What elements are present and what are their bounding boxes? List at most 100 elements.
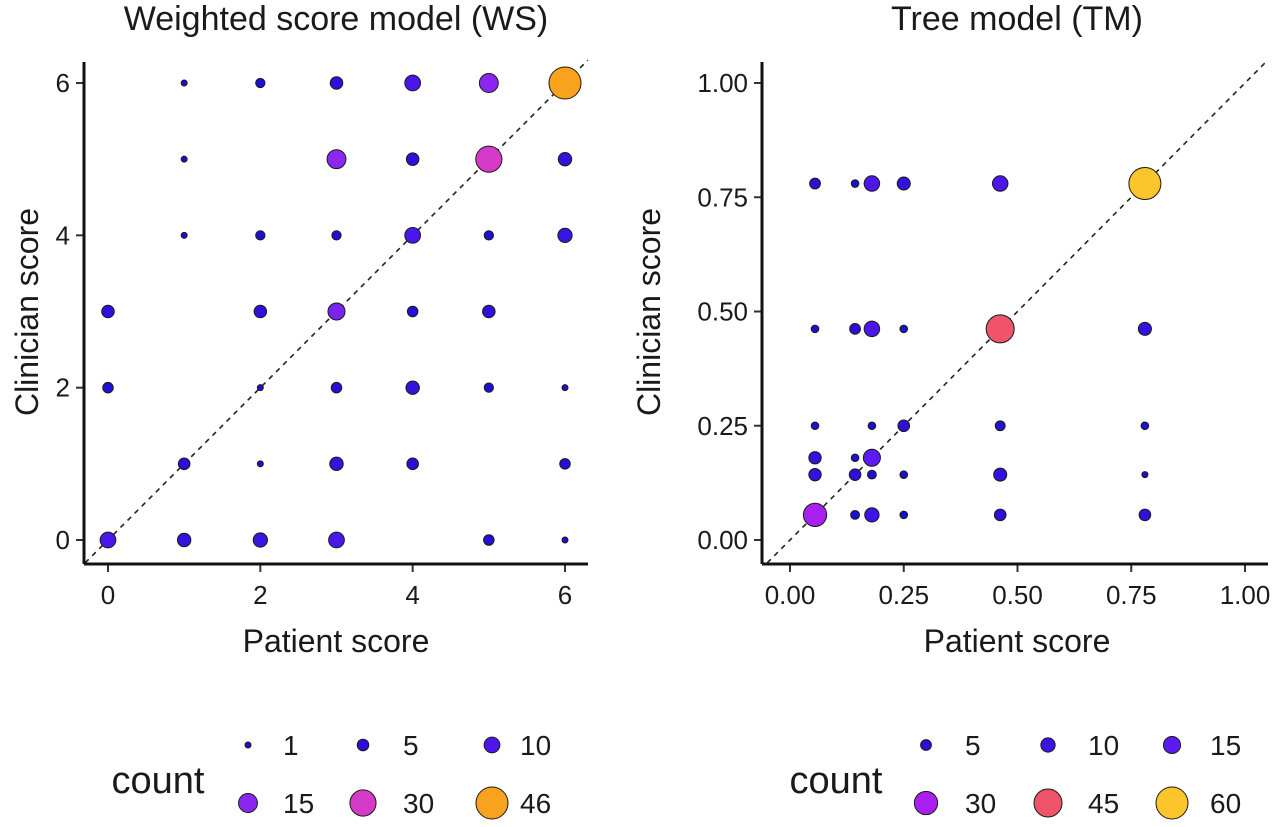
axes-layer	[760, 62, 1268, 566]
data-point	[252, 532, 268, 548]
data-point	[483, 534, 495, 546]
y-axis-title: Clinician score	[9, 208, 45, 416]
data-point	[253, 304, 268, 319]
data-point	[405, 380, 420, 395]
data-point	[848, 468, 862, 481]
data-point	[406, 457, 419, 471]
x-tick-label: 0.00	[765, 580, 816, 610]
data-point	[330, 381, 343, 394]
legend-key	[913, 790, 939, 816]
data-point	[483, 382, 494, 393]
legend: 5 10 15 30 45 60	[913, 730, 1241, 820]
data-point	[991, 175, 1009, 192]
legend-label: 5	[403, 730, 419, 761]
data-point	[483, 230, 494, 241]
data-point	[99, 531, 117, 549]
data-point	[850, 179, 860, 188]
legend-key	[483, 736, 501, 754]
panel-tm: Tree model (TM) Patient score Clinician …	[631, 0, 1270, 820]
y-tick-label: 2	[56, 373, 70, 403]
points-layer	[99, 66, 582, 549]
points-layer	[802, 167, 1162, 527]
legend-label: 30	[403, 788, 434, 819]
x-tick-label: 0.75	[1106, 580, 1157, 610]
data-point	[897, 419, 911, 433]
y-tick-label: 0	[56, 525, 70, 555]
data-point	[1137, 321, 1152, 336]
data-point	[180, 155, 188, 163]
legend-label: 10	[1088, 730, 1119, 761]
data-point	[255, 230, 266, 241]
legend-key	[1162, 735, 1182, 755]
y-tick-label: 0.75	[697, 182, 748, 212]
data-point	[101, 304, 115, 319]
x-tick-label: 1.00	[1220, 580, 1271, 610]
data-point	[994, 420, 1006, 432]
data-point	[866, 469, 877, 480]
data-point	[478, 73, 499, 93]
y-tick-label: 0.25	[697, 411, 748, 441]
data-point	[863, 320, 881, 338]
axes-layer	[82, 62, 588, 566]
reference-line-layer	[84, 59, 589, 564]
data-point	[850, 509, 860, 520]
identity-line	[84, 59, 589, 564]
data-point	[867, 421, 877, 431]
legend-label: 15	[1210, 730, 1241, 761]
y-tick-label: 0.50	[697, 297, 748, 327]
data-point	[329, 76, 344, 90]
data-point	[331, 230, 342, 241]
panel-title: Weighted score model (WS)	[124, 0, 549, 38]
data-point	[561, 384, 569, 392]
data-point	[899, 510, 909, 520]
data-point	[406, 305, 419, 318]
data-point	[256, 460, 264, 468]
legend-key	[356, 738, 370, 752]
data-point	[561, 536, 569, 544]
data-point	[808, 467, 822, 482]
legend-key	[1033, 788, 1063, 818]
legend-key	[244, 741, 252, 749]
data-point	[985, 314, 1015, 344]
x-tick-label: 0.50	[992, 580, 1043, 610]
data-point	[559, 458, 571, 470]
data-point	[176, 532, 192, 548]
data-point	[177, 457, 191, 471]
legend-label: 45	[1088, 788, 1119, 819]
data-point	[1141, 471, 1149, 479]
data-point	[896, 176, 911, 191]
legend-title: count	[112, 760, 205, 802]
legend-label: 15	[283, 788, 314, 819]
legend-title: count	[790, 760, 883, 802]
data-point	[1128, 167, 1162, 201]
legend-label: 10	[520, 730, 551, 761]
data-point	[326, 149, 347, 170]
x-tick-label: 6	[558, 580, 572, 610]
data-point	[557, 227, 573, 243]
legend-key	[475, 786, 509, 820]
data-point	[548, 66, 582, 100]
data-point	[899, 324, 909, 334]
y-tick-label: 1.00	[697, 68, 748, 98]
data-point	[864, 507, 880, 523]
data-point	[1138, 508, 1152, 522]
data-point	[802, 502, 828, 527]
data-point	[404, 226, 422, 244]
data-point	[328, 531, 345, 549]
tick-layer: 0.00 0.25 0.50 0.75 1.00 0.00 0.25 0.50 0.75 1.00	[697, 68, 1270, 610]
data-point	[810, 324, 820, 334]
data-point	[1140, 421, 1150, 431]
data-point	[256, 384, 264, 392]
data-point	[404, 74, 422, 92]
legend-label: 60	[1210, 788, 1241, 819]
tick-layer: 0 2 4 6 0 2 4 6	[56, 68, 573, 610]
y-axis-title: Clinician score	[631, 208, 667, 416]
data-point	[180, 79, 188, 87]
data-point	[863, 175, 881, 192]
legend-label: 30	[965, 788, 996, 819]
data-point	[405, 152, 420, 166]
data-point	[993, 508, 1007, 522]
data-point	[993, 467, 1008, 482]
